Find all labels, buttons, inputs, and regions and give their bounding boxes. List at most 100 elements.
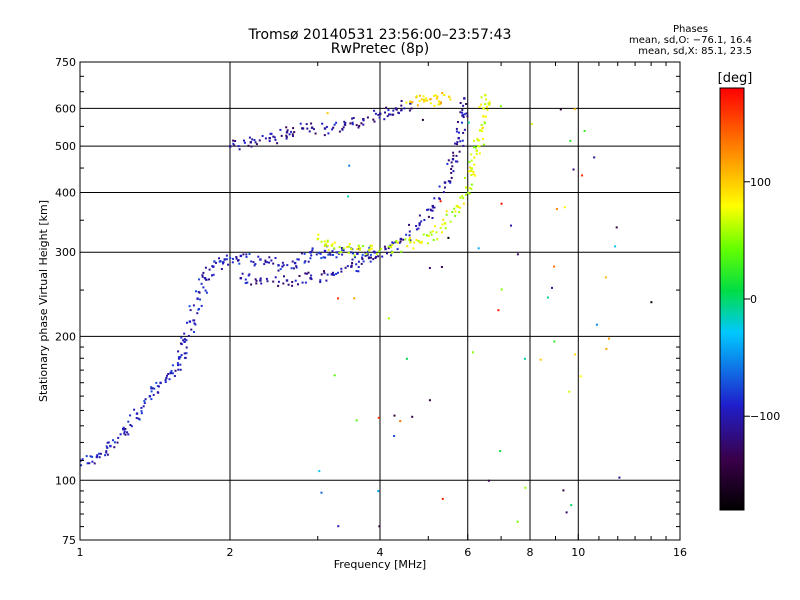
data-point (459, 196, 462, 199)
data-point (150, 390, 153, 393)
x-tick-label: 1 (77, 546, 84, 559)
data-point (296, 258, 299, 261)
data-point (433, 104, 436, 107)
data-point (309, 251, 312, 254)
data-point (436, 238, 439, 241)
data-point (93, 462, 96, 465)
data-point (195, 290, 197, 293)
data-point (406, 245, 409, 248)
data-point (196, 312, 199, 315)
data-point (366, 253, 369, 256)
data-point (441, 92, 444, 94)
data-point (342, 247, 345, 250)
data-point (395, 240, 398, 243)
noise-point (604, 276, 607, 279)
data-point (464, 176, 466, 179)
data-point (476, 137, 479, 140)
data-point (400, 104, 403, 107)
data-point (408, 223, 410, 226)
data-point (419, 241, 422, 244)
data-point (113, 441, 116, 444)
data-point (326, 244, 329, 247)
noise-point (500, 202, 503, 205)
data-point (259, 279, 262, 282)
data-point (429, 98, 432, 101)
data-point (277, 284, 280, 287)
data-point (203, 277, 207, 280)
noise-point (337, 297, 339, 300)
noise-point (500, 288, 503, 291)
data-point (470, 167, 473, 170)
data-point (202, 286, 205, 289)
data-point (258, 139, 261, 142)
noise-point (574, 353, 576, 356)
noise-point (510, 224, 512, 227)
data-point (466, 115, 469, 118)
data-point (105, 445, 108, 448)
data-point (98, 456, 101, 459)
data-point (282, 282, 285, 285)
data-point (333, 241, 336, 244)
data-point (369, 244, 372, 247)
data-point (472, 170, 475, 173)
data-point (255, 279, 258, 282)
data-point (220, 268, 223, 270)
data-point (462, 104, 465, 107)
noise-point (440, 266, 443, 268)
data-point (470, 187, 473, 190)
data-point (427, 208, 430, 211)
data-point (180, 354, 183, 356)
data-point (340, 267, 343, 270)
data-point (237, 145, 240, 148)
data-point (355, 263, 358, 266)
data-point (450, 172, 453, 174)
data-point (225, 254, 228, 257)
data-point (273, 136, 276, 139)
data-point (430, 233, 433, 236)
data-point (462, 197, 465, 200)
data-point (307, 260, 310, 263)
data-point (171, 364, 174, 367)
colorbar (719, 87, 745, 511)
data-point (387, 247, 390, 250)
data-point (185, 339, 188, 342)
data-point (304, 260, 307, 263)
data-point (282, 264, 285, 267)
noise-point (499, 450, 502, 453)
noise-point (450, 161, 453, 164)
data-point (253, 139, 256, 142)
data-point (290, 267, 293, 270)
data-point (143, 400, 146, 403)
data-point (295, 265, 298, 268)
y-tick-label: 100 (55, 474, 76, 487)
noise-point (555, 208, 558, 210)
data-point (461, 114, 464, 117)
data-point (432, 239, 435, 241)
data-point (458, 211, 461, 214)
data-point (268, 261, 271, 264)
data-point (351, 121, 354, 124)
data-point (485, 105, 488, 108)
data-point (254, 141, 257, 144)
data-point (349, 251, 352, 254)
data-point (444, 186, 446, 189)
data-point (180, 336, 183, 339)
data-point (135, 412, 139, 415)
data-point (351, 117, 354, 120)
data-point (213, 260, 216, 263)
data-point (447, 180, 450, 183)
data-point (196, 297, 199, 300)
data-point (463, 113, 466, 116)
data-point (408, 238, 411, 241)
data-point (350, 247, 353, 251)
noise-point (539, 358, 542, 361)
data-point (384, 247, 387, 251)
data-point (461, 195, 464, 198)
noise-point (581, 174, 584, 177)
data-point (357, 270, 360, 273)
data-point (409, 237, 411, 240)
data-point (422, 98, 426, 102)
data-point (170, 369, 173, 372)
data-point (454, 210, 457, 213)
